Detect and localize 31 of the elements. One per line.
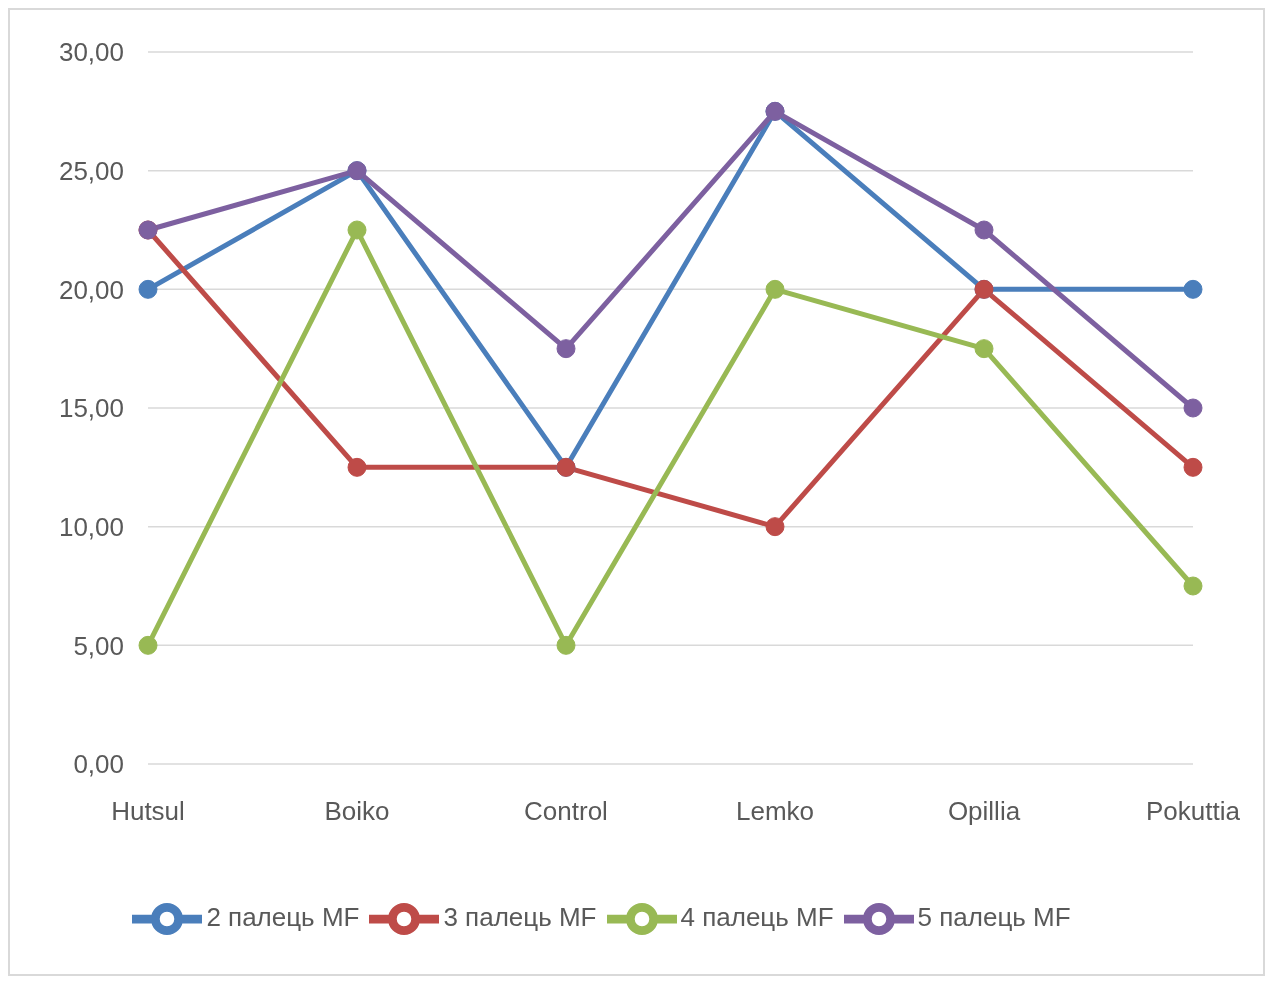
point <box>1183 279 1203 299</box>
point <box>138 635 158 655</box>
point <box>556 635 576 655</box>
y-tick-label: 20,00 <box>58 274 124 305</box>
legend-label: 3 палець MF <box>443 901 597 932</box>
legend-label: 2 палець MF <box>206 901 360 932</box>
y-tick-label: 5,00 <box>73 630 124 661</box>
y-tick-label: 30,00 <box>58 37 124 68</box>
point <box>974 339 994 359</box>
legend-label: 5 палець MF <box>917 901 1071 932</box>
x-tick-label: Control <box>524 796 608 827</box>
point <box>1183 457 1203 477</box>
point <box>347 457 367 477</box>
point <box>1183 576 1203 596</box>
x-tick-label: Pokuttia <box>1146 796 1241 827</box>
point <box>765 517 785 537</box>
point <box>974 220 994 240</box>
y-tick-label: 0,00 <box>73 749 124 780</box>
point <box>347 220 367 240</box>
y-tick-label: 25,00 <box>58 155 124 186</box>
point <box>1183 398 1203 418</box>
point <box>138 279 158 299</box>
x-tick-label: Hutsul <box>111 796 185 827</box>
point <box>765 279 785 299</box>
x-tick-label: Lemko <box>735 796 815 827</box>
point <box>556 339 576 359</box>
y-tick-label: 10,00 <box>58 511 124 542</box>
y-tick-label: 15,00 <box>58 393 124 424</box>
x-tick-label: Opillia <box>947 796 1021 827</box>
legend-label: 4 палець MF <box>680 901 834 932</box>
x-tick-label: Boiko <box>324 796 390 827</box>
